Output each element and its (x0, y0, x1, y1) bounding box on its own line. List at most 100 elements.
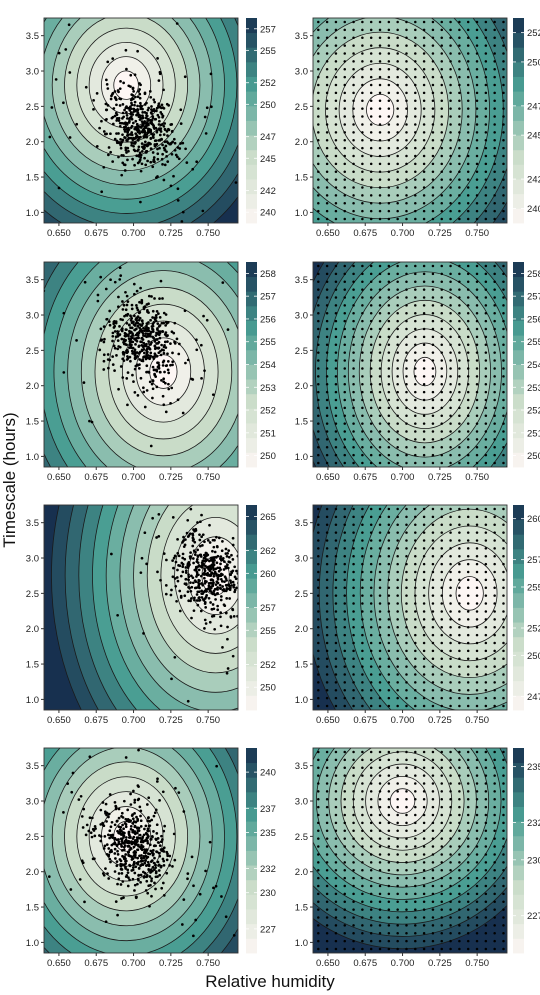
sample-point (124, 148, 128, 152)
grid-point (396, 805, 399, 809)
sample-point (133, 292, 136, 296)
sample-point (145, 350, 149, 354)
sample-point (113, 280, 117, 284)
grid-point (475, 689, 479, 692)
panel-row3-left: 0.650 0.675 0.700 0.725 0.7501.01.52.02.53.0… (26, 504, 276, 726)
sample-point (109, 132, 112, 136)
grid-point (484, 774, 488, 777)
sample-point (189, 581, 192, 584)
grid-point (352, 790, 355, 793)
grid-point (484, 406, 488, 410)
sample-point (152, 830, 155, 833)
grid-point (422, 375, 426, 378)
grid-point (396, 343, 399, 347)
grid-point (325, 351, 329, 354)
grid-point (387, 170, 391, 173)
grid-point (378, 327, 382, 331)
grid-point (458, 280, 461, 283)
sample-point (108, 829, 112, 833)
sample-point (143, 129, 147, 133)
grid-point (431, 657, 435, 660)
grid-point (405, 908, 408, 911)
sample-point (232, 614, 236, 618)
sample-point (152, 158, 156, 162)
grid-point (317, 312, 320, 315)
grid-point (440, 696, 443, 700)
grid-point (405, 390, 408, 394)
sample-point (93, 825, 97, 828)
sample-point (210, 563, 214, 567)
colorbar-segment (513, 806, 524, 822)
sample-point (215, 561, 219, 565)
colorbar-tick-label: 256 (527, 314, 540, 325)
sample-point (119, 137, 122, 141)
grid-point (431, 36, 435, 39)
grid-point (334, 900, 338, 903)
grid-point (475, 280, 479, 283)
sample-point (156, 322, 160, 325)
grid-point (493, 170, 496, 173)
grid-point (369, 91, 373, 95)
grid-point (458, 594, 461, 597)
grid-point (484, 782, 488, 785)
sample-point (124, 756, 128, 759)
sample-point (198, 553, 202, 557)
sample-point (109, 278, 112, 282)
grid-point (325, 36, 329, 39)
grid-point (343, 805, 346, 809)
grid-point (422, 578, 426, 582)
grid-point (396, 375, 399, 378)
sample-point (122, 115, 126, 119)
grid-point (352, 665, 355, 668)
grid-point (484, 367, 488, 370)
grid-point (317, 853, 320, 856)
grid-point (493, 798, 496, 801)
grid-point (317, 523, 320, 526)
colorbar-segment (513, 592, 524, 608)
sample-point (88, 816, 92, 820)
grid-point (325, 523, 329, 526)
grid-point (475, 555, 479, 558)
grid-point (343, 304, 346, 307)
grid-point (414, 853, 417, 856)
grid-point (369, 547, 373, 550)
grid-point (369, 359, 373, 362)
grid-point (466, 351, 470, 354)
grid-point (334, 649, 338, 653)
x-tick-label: 0.700 (391, 228, 415, 239)
sample-point (122, 848, 126, 852)
grid-point (475, 178, 479, 181)
grid-point (422, 853, 426, 856)
grid-point (422, 876, 426, 880)
grid-point (343, 446, 346, 449)
grid-point (387, 523, 391, 526)
sample-point (145, 327, 149, 331)
grid-point (334, 359, 338, 362)
grid-point (361, 438, 364, 441)
grid-point (405, 398, 408, 402)
sample-point (196, 603, 200, 607)
grid-point (502, 586, 505, 590)
sample-point (113, 823, 117, 827)
grid-point (378, 523, 382, 526)
grid-point (414, 861, 417, 864)
grid-point (405, 947, 408, 951)
sample-point (171, 360, 174, 364)
sample-point (204, 551, 208, 555)
grid-point (502, 610, 505, 613)
grid-point (369, 523, 373, 526)
sample-point (187, 599, 191, 603)
grid-point (440, 131, 443, 134)
sample-point (153, 345, 157, 348)
grid-point (502, 335, 505, 339)
sample-point (159, 353, 163, 357)
grid-point (475, 52, 479, 55)
grid-point (387, 876, 391, 880)
grid-point (475, 845, 479, 848)
sample-point (106, 358, 110, 361)
sample-point (142, 147, 145, 150)
grid-point (431, 367, 435, 370)
grid-point (431, 209, 435, 213)
sample-point (126, 146, 130, 150)
grid-point (431, 633, 435, 637)
